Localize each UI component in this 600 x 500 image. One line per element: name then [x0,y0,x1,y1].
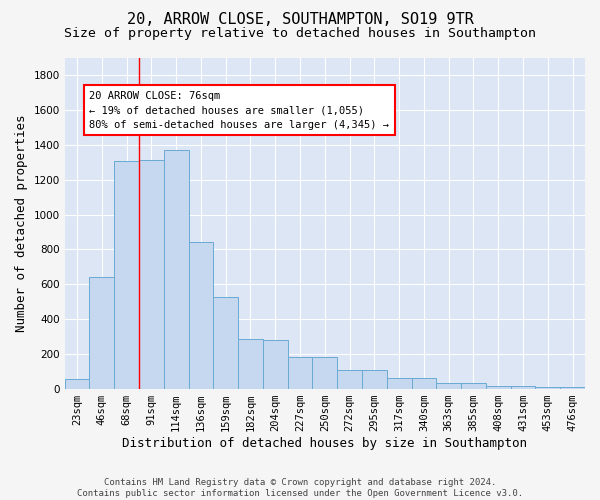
Bar [535,387,560,389]
Bar [214,296,238,389]
Bar [65,380,89,389]
Bar [387,378,412,389]
Bar [436,383,461,389]
Bar [362,370,387,389]
Bar [238,340,263,389]
Bar [412,378,436,389]
Bar [114,162,139,389]
Bar [188,242,214,389]
Bar [337,370,362,389]
Y-axis label: Number of detached properties: Number of detached properties [15,114,28,332]
Bar [287,357,313,389]
Text: 20, ARROW CLOSE, SOUTHAMPTON, SO19 9TR: 20, ARROW CLOSE, SOUTHAMPTON, SO19 9TR [127,12,473,28]
Bar [560,387,585,389]
Bar [263,340,287,389]
Text: Contains HM Land Registry data © Crown copyright and database right 2024.
Contai: Contains HM Land Registry data © Crown c… [77,478,523,498]
Bar [139,160,164,389]
Bar [164,150,188,389]
Bar [486,386,511,389]
Text: Size of property relative to detached houses in Southampton: Size of property relative to detached ho… [64,28,536,40]
Bar [511,386,535,389]
X-axis label: Distribution of detached houses by size in Southampton: Distribution of detached houses by size … [122,437,527,450]
Bar [89,278,114,389]
Bar [313,357,337,389]
Text: 20 ARROW CLOSE: 76sqm
← 19% of detached houses are smaller (1,055)
80% of semi-d: 20 ARROW CLOSE: 76sqm ← 19% of detached … [89,90,389,130]
Bar [461,383,486,389]
